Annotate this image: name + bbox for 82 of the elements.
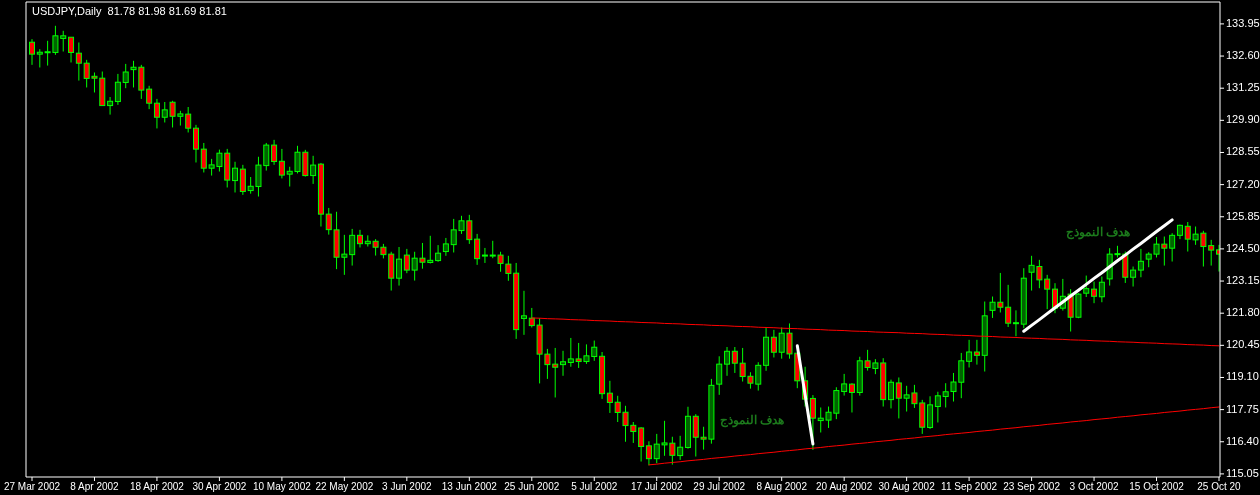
- annotation: هدف النموذج: [719, 413, 785, 429]
- y-tick-label: 128.55: [1226, 145, 1260, 158]
- candlestick: [848, 382, 855, 413]
- x-tick-label: 8 Apr 2002: [70, 480, 120, 492]
- candlestick: [232, 161, 239, 193]
- y-tick-label: 127.20: [1226, 177, 1260, 190]
- y-tick-label: 121.80: [1226, 306, 1260, 319]
- candlestick: [638, 426, 645, 463]
- candlestick: [114, 73, 121, 106]
- y-tick-label: 125.85: [1226, 209, 1260, 222]
- candlestick: [520, 290, 527, 336]
- candlestick: [927, 395, 934, 430]
- line-series: [1022, 218, 1174, 333]
- y-tick-label: 117.75: [1226, 402, 1259, 415]
- candlestick: [278, 148, 285, 179]
- candlestick: [146, 85, 153, 110]
- candlestick: [68, 36, 75, 63]
- candlestick: [403, 248, 410, 274]
- x-tick-label: 10 May 2002: [252, 480, 312, 492]
- x-tick-label: 30 Apr 2002: [192, 480, 247, 492]
- x-tick-label: 29 Jul 2002: [693, 480, 746, 492]
- candlestick: [75, 41, 82, 82]
- x-tick-label: 17 Jul 2002: [630, 480, 684, 492]
- x-tick-label: 25 Oct 20: [1197, 480, 1242, 492]
- candlestick: [560, 350, 567, 377]
- y-tick-label: 115.05: [1226, 466, 1259, 479]
- candlestick: [122, 63, 129, 89]
- candlestick: [716, 355, 723, 396]
- line-series: [648, 406, 1220, 466]
- candlestick: [474, 233, 481, 266]
- candlestick: [1091, 281, 1098, 304]
- x-tick-label: 3 Jun 2002: [382, 480, 433, 492]
- x-tick-label: 23 Sep 2002: [1003, 480, 1061, 492]
- x-tick-label: 27 Mar 2002: [3, 480, 61, 492]
- y-tick-label: 124.50: [1226, 241, 1260, 254]
- candlestick: [888, 379, 895, 409]
- x-tick-label: 11 Sep 2002: [941, 480, 998, 492]
- annotation: هدف النموذج: [1065, 225, 1131, 241]
- x-tick-label: 25 Jun 2002: [504, 480, 560, 492]
- candlestick: [606, 380, 613, 414]
- y-tick-label: 131.25: [1226, 81, 1260, 94]
- candlestick: [192, 124, 199, 163]
- candlestick: [1012, 309, 1019, 337]
- x-tick-label: 15 Oct 2002: [1129, 480, 1185, 492]
- x-tick-label: 3 Oct 2002: [1069, 480, 1119, 492]
- candlestick: [1052, 282, 1059, 314]
- x-tick-label: 13 Jun 2002: [441, 480, 498, 492]
- candlestick: [724, 346, 731, 377]
- y-tick-label: 123.15: [1226, 273, 1260, 286]
- candlestick: [239, 164, 246, 196]
- candlestick: [107, 96, 114, 116]
- chart-title: USDJPY,Daily 81.78 81.98 81.69 81.81: [32, 4, 227, 17]
- candlestick: [153, 98, 160, 129]
- candlestick: [934, 391, 941, 423]
- candlestick: [310, 155, 317, 185]
- x-tick-label: 20 Aug 2002: [816, 480, 873, 492]
- candlestick: [841, 373, 848, 397]
- y-tick-label: 119.10: [1226, 370, 1259, 383]
- candlestick: [271, 139, 278, 166]
- x-tick-label: 5 Jul 2002: [571, 480, 618, 492]
- candlestick: [1098, 276, 1105, 303]
- x-tick-label: 8 Aug 2002: [756, 480, 808, 492]
- x-tick-label: 30 Aug 2002: [878, 480, 936, 492]
- candlestick: [435, 244, 442, 263]
- candlestick: [481, 247, 488, 264]
- candlestick: [966, 339, 973, 368]
- candlestick: [973, 339, 980, 366]
- y-tick-label: 133.95: [1226, 16, 1260, 29]
- candlestick: [1005, 284, 1012, 328]
- candlestick: [1169, 232, 1176, 263]
- candlestick: [442, 237, 449, 257]
- candlestick: [1137, 248, 1144, 278]
- candlestick: [770, 329, 777, 358]
- candlestick: [29, 38, 35, 66]
- candlestick: [396, 246, 403, 287]
- y-tick-label: 116.40: [1226, 434, 1259, 447]
- x-tick-label: 18 Apr 2002: [129, 480, 185, 492]
- x-tick-label: 22 May 2002: [315, 480, 374, 492]
- y-tick-label: 129.90: [1226, 113, 1260, 126]
- y-tick-label: 120.45: [1226, 338, 1260, 351]
- candlestick: [1130, 266, 1137, 288]
- y-tick-label: 132.60: [1226, 48, 1260, 61]
